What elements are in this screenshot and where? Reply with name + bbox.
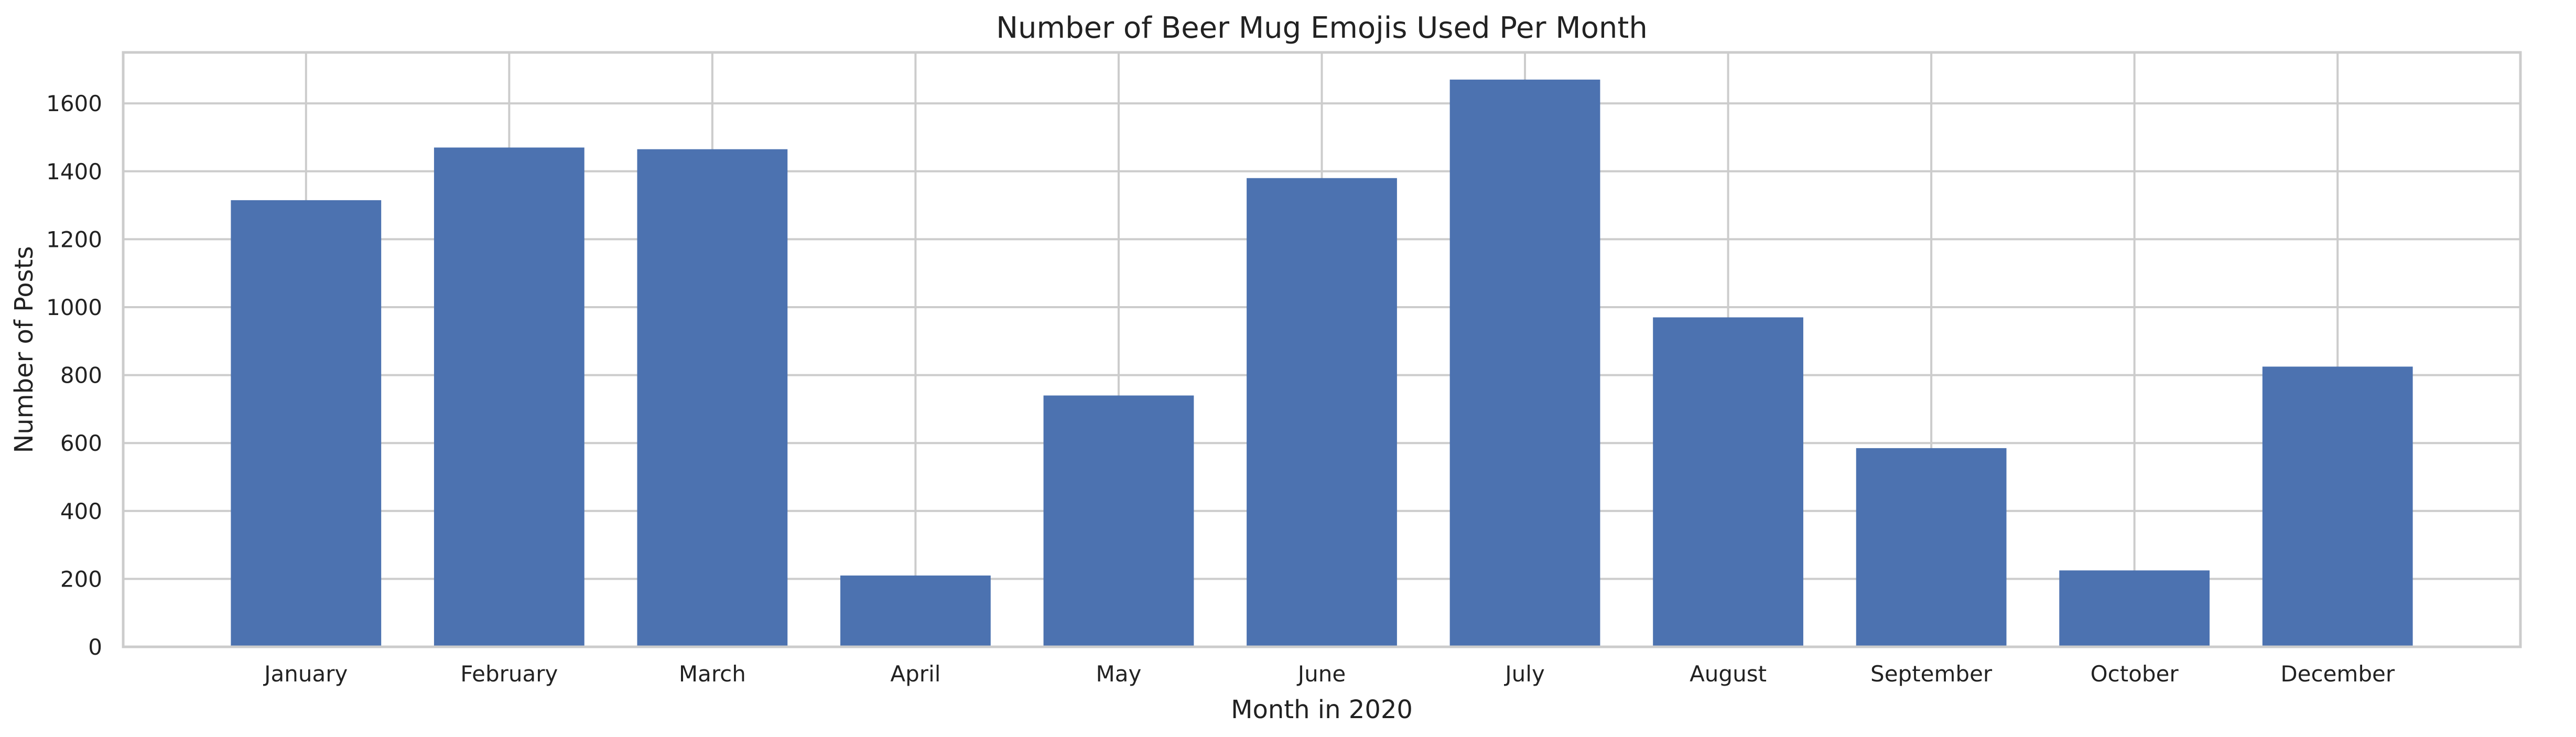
y-tick-label: 800	[60, 363, 102, 388]
bar-july	[1449, 79, 1600, 647]
chart-title: Number of Beer Mug Emojis Used Per Month	[996, 11, 1648, 45]
x-tick-label: February	[460, 661, 558, 687]
x-tick-label: July	[1503, 661, 1545, 687]
x-tick-label: December	[2280, 661, 2395, 687]
y-tick-label: 200	[60, 566, 102, 592]
bar-october	[2059, 570, 2210, 647]
y-tick-label: 600	[60, 430, 102, 456]
y-tick-label: 1200	[46, 226, 102, 252]
bar-december	[2262, 366, 2413, 647]
y-tick-label: 0	[88, 634, 102, 660]
bar-january	[231, 200, 382, 647]
x-tick-label: June	[1296, 661, 1346, 687]
bar-august	[1653, 317, 1803, 647]
x-tick-label: March	[679, 661, 746, 687]
bar-september	[1856, 448, 2007, 647]
y-tick-label: 1400	[46, 159, 102, 185]
x-tick-label: August	[1690, 661, 1767, 687]
y-tick-label: 1600	[46, 91, 102, 116]
bar-june	[1247, 178, 1397, 647]
x-tick-label: October	[2091, 661, 2179, 687]
bar-march	[637, 149, 788, 647]
x-tick-label: September	[1870, 661, 1993, 687]
y-tick-label: 1000	[46, 295, 102, 320]
bar-february	[434, 147, 585, 647]
x-tick-label: January	[263, 661, 348, 687]
x-tick-label: April	[890, 661, 940, 687]
y-axis-label: Number of Posts	[9, 246, 39, 453]
y-tick-label: 400	[60, 498, 102, 524]
x-axis-label: Month in 2020	[1231, 695, 1413, 724]
plot-frame	[122, 51, 2522, 648]
x-tick-label: May	[1096, 661, 1142, 687]
bars	[231, 79, 2413, 647]
bar-april	[840, 575, 991, 647]
y-axis-ticks: 0 200 400 600 800 1000 1200 1400 1600	[46, 91, 102, 660]
bar-may	[1043, 395, 1194, 647]
x-axis-ticks: January February March April May June July Augu…	[263, 661, 2395, 687]
